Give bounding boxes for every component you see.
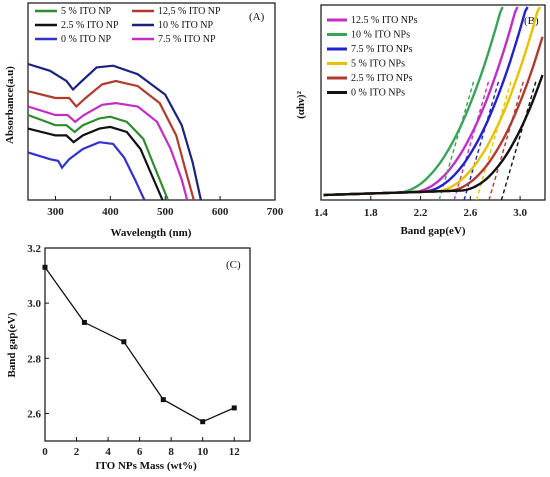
panel-a-ylabel: Absorbance(a.u) (4, 66, 16, 144)
panel-b-tick-label: 2.6 (463, 207, 477, 219)
panel-b-tick-label: 1.4 (314, 207, 328, 219)
panel-a-x-ticks: 300 400 500 600 700 (47, 196, 284, 218)
panel-c-x-tick-label: 10 (197, 446, 209, 458)
panel-c-data-point-0 (42, 264, 48, 270)
panel-a-legend-label: 12,5 % ITO NP (158, 6, 221, 17)
panel-c-ylabel: Band gap(eV) (6, 312, 18, 377)
panel-a-tick-label: 400 (102, 206, 119, 218)
panel-c-series-line (44, 266, 235, 423)
panel-a-legend: 5 % ITO NP 2.5 % ITO NP 0 % ITO NP 12,5 % I… (35, 6, 221, 45)
panel-a-series-line-5 (27, 101, 189, 201)
panel-b-legend-label: 5 % ITO NPs (351, 59, 405, 70)
panel-a-legend-label: 0 % ITO NP (61, 34, 112, 45)
panel-c-x-tick-label: 8 (168, 446, 174, 458)
panel-c-bandgap-chart: (C) ITO NPs Mass (wt%) Band gap(eV) 0 2 4 6… (6, 243, 251, 472)
panel-a-label: (A) (249, 11, 265, 23)
panel-a-legend-label: 7.5 % ITO NP (158, 34, 216, 45)
panel-b-tauc-chart: (B) Band gap(eV) (αhν)² 1.4 1.8 2.2 2.6 3.0 … (295, 4, 546, 237)
panel-c-x-tick-label: 2 (74, 446, 80, 458)
panel-a-series-line-1 (27, 125, 164, 201)
panel-b-legend-label: 0 % ITO NPs (351, 88, 405, 99)
panel-a-absorbance-chart: (A) Wavelength (nm) Absorbance(a.u) 300 4… (4, 2, 284, 239)
panel-c-x-tick-label: 12 (229, 446, 241, 458)
panel-a-series-lines (27, 62, 202, 201)
panel-a-legend-label: 5 % ITO NP (61, 6, 112, 17)
panel-a-xlabel: Wavelength (nm) (111, 227, 192, 239)
panel-b-xlabel: Band gap(eV) (400, 225, 465, 237)
panel-a-series-line-0 (27, 113, 170, 201)
panel-c-data-point-3 (160, 397, 166, 403)
panel-a-series-line-2 (27, 141, 146, 201)
panel-b-series-lines (323, 6, 544, 201)
panel-b-legend-label: 10 % ITO NPs (351, 30, 410, 41)
panel-c-y-tick-label: 2.8 (27, 353, 41, 365)
panel-b-ylabel: (αhν)² (295, 90, 307, 118)
panel-c-ticks: 0 2 4 6 8 10 12 2.6 2.8 3.0 3.2 (27, 243, 240, 458)
panel-b-legend-label: 7.5 % ITO NPs (351, 44, 413, 55)
panel-a-tick-label: 500 (157, 206, 174, 218)
panel-b-tick-label: 1.8 (364, 207, 378, 219)
panel-c-data-point-1 (81, 319, 87, 325)
panel-c-frame (44, 247, 251, 442)
panel-b-frame (320, 4, 546, 201)
panel-c-y-tick-label: 3.0 (27, 298, 41, 310)
panel-c-x-tick-label: 0 (42, 446, 48, 458)
panel-c-data-point-2 (121, 339, 127, 345)
panel-a-series-line-4 (27, 62, 202, 201)
panel-b-x-ticks: 1.4 1.8 2.2 2.6 3.0 (314, 196, 527, 219)
panel-c-series-line (42, 264, 237, 425)
panel-b-tick-label: 3.0 (513, 207, 527, 219)
panel-c-data-point-4 (200, 419, 206, 425)
panel-c-y-tick-label: 2.6 (27, 408, 41, 420)
panel-c-label: (C) (226, 259, 241, 271)
panel-a-tick-label: 700 (267, 206, 284, 218)
panel-a-series-line-3 (27, 79, 195, 201)
panel-b-legend-label: 2.5 % ITO NPs (351, 73, 413, 84)
panel-c-x-tick-label: 4 (105, 446, 111, 458)
panel-a-legend-label: 10 % ITO NP (158, 20, 214, 31)
panel-c-x-tick-label: 6 (137, 446, 143, 458)
panel-c-xlabel: ITO NPs Mass (wt%) (95, 460, 197, 472)
panel-a-tick-label: 600 (212, 206, 229, 218)
panel-b-series-line-5 (323, 74, 544, 197)
panel-c-y-tick-label: 3.2 (27, 243, 41, 255)
panel-a-legend-label: 2.5 % ITO NP (61, 20, 119, 31)
panel-b-tick-label: 2.2 (414, 207, 428, 219)
panel-b-legend: 12.5 % ITO NPs 10 % ITO NPs 7.5 % ITO NPs 5… (327, 15, 418, 99)
panel-a-tick-label: 300 (47, 206, 64, 218)
panel-c-data-point-5 (231, 405, 237, 411)
panel-b-legend-label: 12.5 % ITO NPs (351, 15, 418, 26)
panel-a-frame (27, 2, 276, 201)
